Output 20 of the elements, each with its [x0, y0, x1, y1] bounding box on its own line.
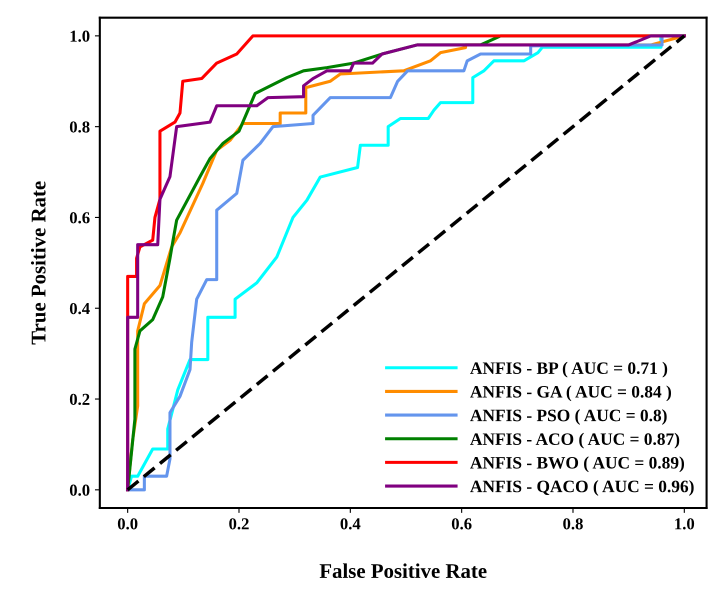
- x-tick-label: 0.8: [563, 518, 583, 530]
- legend-label: ANFIS - QACO ( AUC = 0.96): [470, 480, 694, 496]
- x-tick-label: 0.6: [452, 518, 472, 530]
- y-tick-label: 0.4: [70, 302, 90, 314]
- y-tick-label: 1.0: [70, 30, 90, 42]
- x-axis-title: False Positive Rate: [320, 563, 487, 578]
- y-axis-title: True Positive Rate: [30, 181, 46, 344]
- legend-label: ANFIS - ACO ( AUC = 0.87): [470, 432, 680, 449]
- x-tick-label: 0.0: [118, 518, 138, 530]
- y-tick-label: 0.8: [70, 121, 90, 133]
- x-tick-label: 0.2: [229, 518, 249, 530]
- legend-label: ANFIS - BP ( AUC = 0.71 ): [470, 362, 668, 378]
- legend-label: ANFIS - GA ( AUC = 0.84 ): [470, 385, 672, 402]
- legend-label: ANFIS - BWO ( AUC = 0.89): [470, 456, 684, 472]
- legend-label: ANFIS - PSO ( AUC = 0.8): [470, 409, 667, 425]
- y-tick-label: 0.6: [70, 212, 90, 224]
- y-tick-label: 0.0: [70, 484, 90, 496]
- y-tick-label: 0.2: [70, 394, 90, 406]
- x-tick-label: 1.0: [675, 518, 694, 530]
- x-tick-label: 0.4: [340, 518, 360, 530]
